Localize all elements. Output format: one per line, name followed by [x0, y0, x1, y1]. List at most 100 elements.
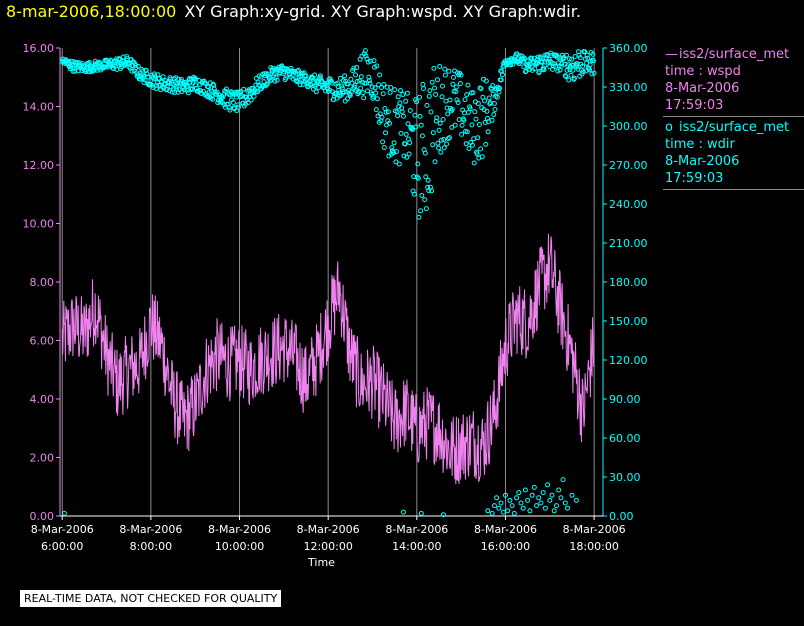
wdir-marker — [484, 108, 490, 114]
wdir-marker — [522, 487, 528, 493]
right-tick-label: 240.00 — [609, 198, 648, 211]
wdir-marker — [414, 99, 420, 105]
wdir-marker — [540, 490, 546, 496]
wdir-marker — [405, 121, 411, 127]
wdir-marker — [446, 68, 452, 74]
wdir-marker — [399, 109, 405, 115]
wdir-marker — [576, 52, 582, 58]
left-tick-label: 12.00 — [23, 159, 55, 172]
wdir-marker — [568, 72, 574, 78]
wdir-marker — [187, 79, 193, 85]
wdir-marker — [362, 80, 368, 86]
wdir-marker — [129, 68, 135, 74]
wdir-marker — [485, 129, 491, 135]
wdir-marker — [379, 85, 384, 90]
header-timestamp: 8-mar-2006,18:00:00 — [6, 2, 177, 21]
wdir-marker — [498, 500, 504, 506]
wdir-marker — [404, 90, 410, 96]
wdir-marker — [464, 92, 470, 98]
wdir-marker — [443, 98, 449, 104]
wdir-marker — [324, 80, 330, 86]
left-tick-label: 4.00 — [30, 393, 55, 406]
wdir-marker — [496, 505, 502, 511]
left-tick-label: 6.00 — [30, 335, 55, 348]
wdir-marker — [371, 58, 377, 64]
wdir-marker — [491, 112, 497, 117]
wdir-marker — [469, 122, 475, 128]
wdir-marker — [367, 80, 373, 86]
wdir-marker — [538, 54, 543, 60]
wdir-marker — [393, 159, 399, 165]
wdir-marker — [554, 503, 559, 509]
legend-series-var: time : wspd — [665, 64, 741, 79]
wdir-marker — [445, 111, 451, 117]
wdir-marker — [465, 82, 471, 88]
wdir-marker — [464, 129, 470, 135]
wdir-marker — [569, 56, 575, 62]
wdir-marker — [570, 67, 576, 73]
wdir-marker — [520, 505, 526, 511]
wdir-marker — [558, 495, 564, 501]
wdir-marker — [362, 48, 368, 54]
wdir-marker — [436, 145, 441, 151]
wdir-marker — [565, 505, 570, 511]
wdir-marker — [264, 81, 270, 87]
wdir-marker — [507, 497, 513, 503]
wspd-series-line — [61, 233, 595, 485]
wdir-marker — [509, 503, 515, 509]
wdir-marker — [516, 490, 522, 496]
wdir-marker — [560, 477, 566, 483]
wdir-marker — [410, 127, 416, 132]
left-tick-label: 14.00 — [23, 101, 55, 114]
wdir-marker — [255, 79, 261, 85]
wdir-marker — [144, 71, 150, 77]
wdir-marker — [345, 96, 350, 102]
wdir-marker — [478, 146, 484, 152]
wdir-marker — [261, 79, 267, 85]
wdir-marker — [214, 91, 220, 97]
legend-entry-wdir[interactable]: o iss2/surface_met time : wdir 8-Mar-2006… — [663, 117, 804, 190]
wdir-marker — [563, 74, 569, 80]
wdir-marker — [379, 114, 385, 120]
x-tick-label-date: 8-Mar-2006 — [297, 523, 360, 536]
wdir-marker — [545, 482, 551, 488]
wdir-marker — [248, 97, 254, 103]
wdir-marker — [397, 100, 403, 106]
x-tick-label-time: 16:00:00 — [481, 540, 530, 553]
wdir-marker — [444, 141, 450, 147]
wdir-marker — [354, 65, 360, 70]
wdir-marker — [500, 72, 505, 78]
right-tick-label: 60.00 — [609, 432, 641, 445]
x-tick-label-date: 8-Mar-2006 — [385, 523, 448, 536]
legend-entry-wspd[interactable]: —iss2/surface_met time : wspd 8-Mar-2006… — [663, 44, 804, 117]
wdir-marker — [456, 117, 462, 123]
wdir-marker — [494, 495, 500, 501]
wdir-marker — [377, 72, 383, 78]
wdir-marker — [145, 74, 150, 80]
wdir-marker — [527, 508, 533, 514]
wdir-marker — [467, 106, 473, 112]
wdir-marker — [499, 69, 505, 74]
right-tick-label: 0.00 — [609, 510, 634, 523]
wdir-marker — [429, 188, 435, 194]
wdir-marker — [143, 68, 149, 73]
x-tick-label-date: 8-Mar-2006 — [563, 523, 626, 536]
wdir-marker — [312, 72, 318, 78]
wdir-marker — [220, 94, 226, 100]
x-tick-label-date: 8-Mar-2006 — [31, 523, 94, 536]
wdir-marker — [475, 101, 481, 106]
wdir-marker — [406, 151, 412, 157]
wdir-marker — [230, 100, 236, 105]
wdir-marker — [550, 66, 556, 72]
wdir-marker — [389, 145, 395, 151]
wdir-marker — [438, 137, 444, 143]
wdir-marker — [236, 104, 241, 110]
wdir-marker — [430, 142, 436, 148]
wdir-marker — [407, 108, 413, 113]
wdir-marker — [416, 214, 422, 220]
wdir-marker — [589, 71, 595, 77]
wdir-marker — [255, 89, 261, 95]
left-tick-label: 2.00 — [30, 452, 55, 465]
wdir-marker — [417, 113, 423, 119]
wdir-marker — [441, 145, 447, 151]
